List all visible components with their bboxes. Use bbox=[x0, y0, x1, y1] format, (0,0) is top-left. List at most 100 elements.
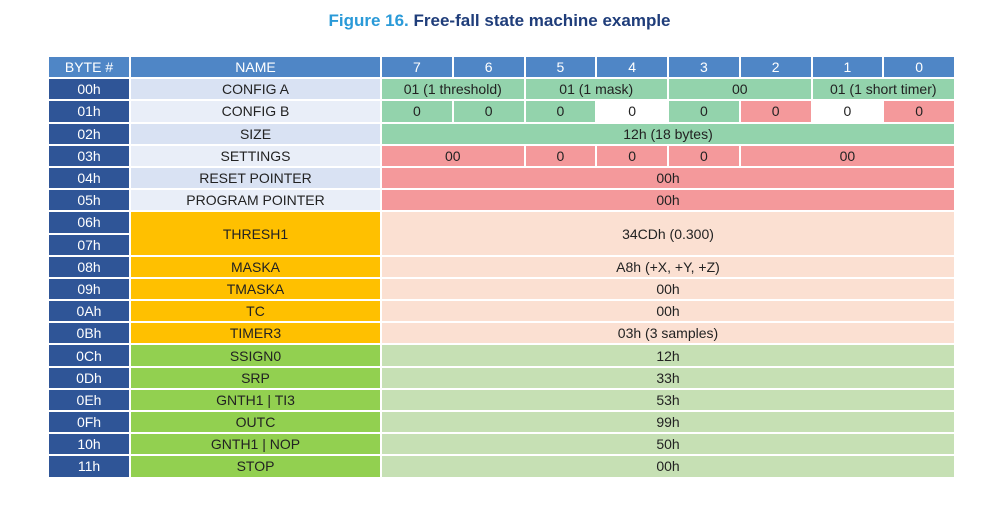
header-cell: 3 bbox=[667, 54, 741, 80]
header-cell: 4 bbox=[595, 54, 669, 80]
row: 02h SIZE 12h (18 bytes) bbox=[47, 121, 956, 146]
byte-cell: 10h bbox=[47, 432, 131, 457]
header-cell: NAME bbox=[129, 54, 382, 80]
header-cell: BYTE # bbox=[47, 54, 131, 80]
byte-cell: 0Ah bbox=[47, 299, 131, 324]
byte-cell: 09h bbox=[47, 276, 131, 302]
name-cell: SRP bbox=[129, 365, 382, 390]
header-cell: 0 bbox=[882, 54, 956, 80]
byte-cell: 01h bbox=[47, 99, 131, 124]
row: 0Fh OUTC 99h bbox=[47, 409, 956, 435]
byte-cell: 0Ch bbox=[47, 343, 131, 368]
figure-caption: Free-fall state machine example bbox=[413, 11, 671, 30]
value-cell: 00h bbox=[380, 299, 956, 324]
value-cell: 0 bbox=[810, 99, 885, 124]
value-cell: 0 bbox=[667, 99, 741, 124]
row: 0Bh TIMER3 03h (3 samples) bbox=[47, 321, 956, 346]
value-cell: 12h (18 bytes) bbox=[380, 121, 956, 146]
header-row: BYTE # NAME 7 6 5 4 3 2 1 0 bbox=[47, 54, 956, 80]
value-cell: 01 (1 mask) bbox=[523, 77, 669, 102]
name-cell: TIMER3 bbox=[129, 321, 382, 346]
byte-cell: 03h bbox=[47, 143, 131, 168]
value-cell: 0 bbox=[595, 143, 669, 168]
value-cell: 00 bbox=[738, 143, 957, 168]
value-cell: 12h bbox=[380, 343, 956, 368]
byte-cell: 06h bbox=[47, 210, 131, 235]
name-cell: TMASKA bbox=[129, 276, 382, 302]
row: 01h CONFIG B 0 0 0 0 0 0 0 0 bbox=[47, 99, 956, 124]
row: 00h CONFIG A 01 (1 threshold) 01 (1 mask… bbox=[47, 77, 956, 102]
value-cell: 0 bbox=[380, 99, 454, 124]
header-cell: 5 bbox=[523, 54, 598, 80]
row: 07h bbox=[47, 232, 955, 257]
byte-cell: 00h bbox=[47, 77, 131, 102]
value-cell: 50h bbox=[380, 432, 956, 457]
name-cell: MASKA bbox=[129, 254, 382, 279]
row: 08h MASKA A8h (+X, +Y, +Z) bbox=[47, 254, 956, 279]
row: 06h THRESH1 34CDh (0.300) bbox=[47, 210, 956, 257]
value-cell: 34CDh (0.300) bbox=[380, 210, 956, 257]
name-cell: RESET POINTER bbox=[129, 165, 382, 191]
value-cell: 03h (3 samples) bbox=[380, 321, 956, 346]
name-cell: SIZE bbox=[129, 121, 382, 146]
byte-cell: 02h bbox=[47, 121, 131, 146]
name-cell: THRESH1 bbox=[129, 210, 382, 257]
value-cell: 0 bbox=[451, 99, 526, 124]
figure-number: Figure 16. bbox=[328, 11, 409, 30]
value-cell: 00h bbox=[380, 165, 956, 191]
row: 0Ch SSIGN0 12h bbox=[47, 343, 956, 368]
header-cell: 2 bbox=[738, 54, 813, 80]
name-cell: TC bbox=[129, 299, 382, 324]
value-cell: 00 bbox=[667, 77, 813, 102]
name-cell: CONFIG B bbox=[129, 99, 382, 124]
byte-cell: 0Eh bbox=[47, 387, 131, 413]
figure-title: Figure 16. Free-fall state machine examp… bbox=[0, 11, 999, 31]
value-cell: 00h bbox=[380, 188, 956, 213]
value-cell: 00h bbox=[380, 454, 956, 479]
row: 10h GNTH1 | NOP 50h bbox=[47, 432, 956, 457]
row: 11h STOP 00h bbox=[47, 454, 956, 479]
name-cell: SETTINGS bbox=[129, 143, 382, 168]
byte-cell: 11h bbox=[47, 454, 131, 479]
row: 0Eh GNTH1 | TI3 53h bbox=[47, 387, 956, 413]
value-cell: 33h bbox=[380, 365, 956, 390]
value-cell: 0 bbox=[882, 99, 956, 124]
name-cell: STOP bbox=[129, 454, 382, 479]
value-cell: 0 bbox=[738, 99, 813, 124]
byte-cell: 05h bbox=[47, 188, 131, 213]
byte-cell: 0Fh bbox=[47, 409, 131, 435]
header-cell: 7 bbox=[380, 54, 454, 80]
table-body: 08h MASKA A8h (+X, +Y, +Z) 09h TMASKA 00h 0Ah T… bbox=[47, 254, 956, 479]
row: 04h RESET POINTER 00h bbox=[47, 165, 956, 191]
value-cell: 0 bbox=[595, 99, 669, 124]
value-cell: 00h bbox=[380, 276, 956, 302]
value-cell: 99h bbox=[380, 409, 956, 435]
value-cell: 0 bbox=[667, 143, 741, 168]
byte-cell: 07h bbox=[47, 232, 131, 257]
header-cell: 1 bbox=[810, 54, 885, 80]
name-cell: GNTH1 | TI3 bbox=[129, 387, 382, 413]
byte-cell: 0Dh bbox=[47, 365, 131, 390]
header-cell: 6 bbox=[451, 54, 526, 80]
value-cell: 0 bbox=[523, 143, 598, 168]
name-cell: PROGRAM POINTER bbox=[129, 188, 382, 213]
row: 0Ah TC 00h bbox=[47, 299, 956, 324]
value-cell: 00 bbox=[380, 143, 526, 168]
value-cell: 53h bbox=[380, 387, 956, 413]
byte-cell: 04h bbox=[47, 165, 131, 191]
name-cell: CONFIG A bbox=[129, 77, 382, 102]
row: 0Dh SRP 33h bbox=[47, 365, 956, 390]
name-cell: GNTH1 | NOP bbox=[129, 432, 382, 457]
row: 05h PROGRAM POINTER 00h bbox=[47, 188, 956, 213]
row: 09h TMASKA 00h bbox=[47, 276, 956, 302]
name-cell: SSIGN0 bbox=[129, 343, 382, 368]
value-cell: 01 (1 threshold) bbox=[380, 77, 526, 102]
register-table: BYTE # NAME 7 6 5 4 3 2 1 0 00h CONFIG A… bbox=[47, 54, 957, 479]
value-cell: 0 bbox=[523, 99, 598, 124]
byte-cell: 0Bh bbox=[47, 321, 131, 346]
byte-cell: 08h bbox=[47, 254, 131, 279]
value-cell: 01 (1 short timer) bbox=[810, 77, 956, 102]
name-cell: OUTC bbox=[129, 409, 382, 435]
value-cell: A8h (+X, +Y, +Z) bbox=[380, 254, 956, 279]
